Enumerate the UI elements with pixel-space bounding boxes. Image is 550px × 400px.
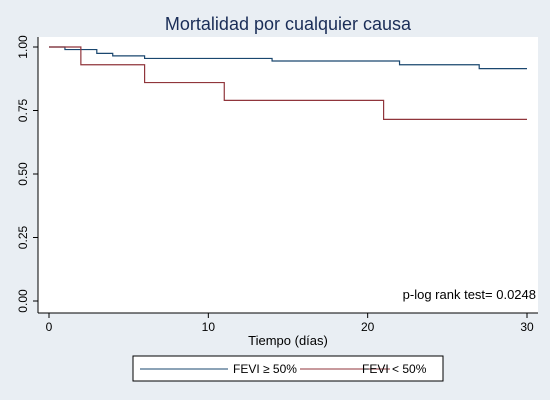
series-line-1	[49, 46, 527, 120]
y-tick-label: 1.00	[16, 35, 30, 59]
chart-title: Mortalidad por cualquier causa	[165, 14, 412, 34]
plot-area	[38, 37, 538, 313]
legend-label-fevi-ge-50: FEVI ≥ 50%	[233, 362, 297, 376]
y-ticks: 0.00 0.25 0.50 0.75 1.00	[16, 35, 38, 313]
legend: FEVI ≥ 50% FEVI < 50%	[132, 355, 444, 382]
y-tick-label: 0.50	[16, 162, 30, 186]
y-tick-label: 0.75	[16, 98, 30, 122]
x-tick-label: 30	[520, 320, 534, 334]
y-tick-label: 0.25	[16, 225, 30, 249]
y-tick-label: 0.00	[16, 289, 30, 313]
x-ticks: 0 10 20 30	[46, 313, 534, 334]
x-axis-title: Tiempo (días)	[248, 333, 328, 348]
x-tick-label: 10	[202, 320, 216, 334]
legend-label-fevi-lt-50: FEVI < 50%	[362, 362, 427, 376]
x-tick-label: 20	[361, 320, 375, 334]
x-tick-label: 0	[46, 320, 53, 334]
logrank-annotation: p-log rank test= 0.0248	[403, 287, 536, 302]
series-layer	[49, 46, 527, 120]
